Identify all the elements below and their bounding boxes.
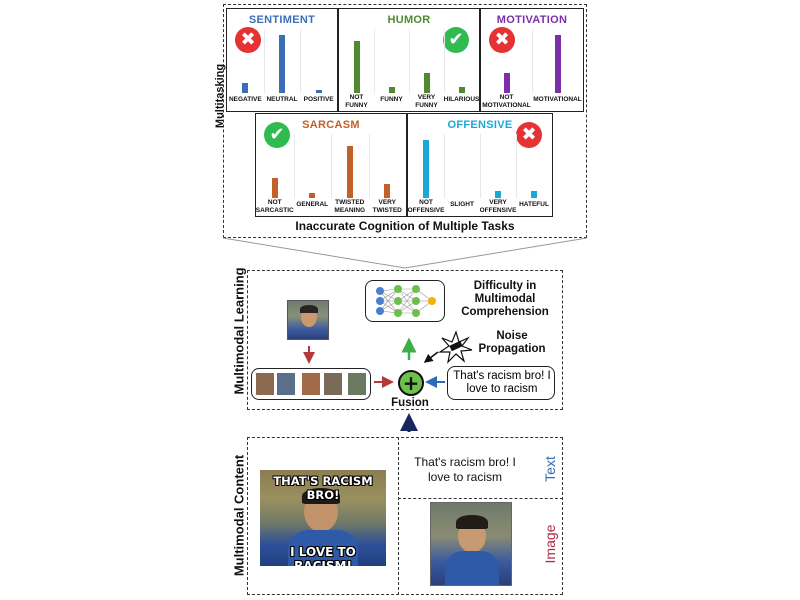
panel-title: MOTIVATION [496,14,568,26]
chart-bar [384,183,391,198]
chart-bar [309,193,316,198]
fusion-label: Fusion [391,397,429,409]
content-label: Multimodal Content [231,454,247,577]
category-label: SLIGHT [450,201,474,208]
chart-bar [423,72,430,93]
noise-icon [438,330,473,364]
category-label: GENERAL [296,201,329,208]
image-patch [256,373,274,395]
noise-text: Noise Propagation [478,330,546,355]
category-label: NOT MOTIVATIONAL [482,94,531,109]
category-label: NOT OFFENSIVE [407,199,445,214]
panel-gridline [374,29,375,93]
panel-gridline [409,29,410,93]
category-label: FUNNY [380,96,403,103]
content-image [430,502,512,586]
chart-bar [353,40,360,93]
image-patch [277,373,295,395]
chart-bar [531,191,537,198]
neural-network-icon [376,285,436,317]
chart-bar [458,87,465,93]
panel-gridline [444,29,445,93]
image-patch [324,373,342,395]
panel-gridline [480,134,481,198]
chart-bar [503,72,510,93]
category-label: TWISTED MEANING [334,199,366,214]
panel-title: HUMOR [387,14,431,26]
learning-text-box: That's racism bro! I love to racism [447,366,555,400]
category-label: NOT FUNNY [345,94,368,109]
image-patch [348,373,366,395]
image-modality-tag: Image [542,524,558,564]
chart-bar [423,140,429,198]
category-label: MOTIVATIONAL [533,96,582,103]
meme-image: THAT'S RACISM BRO! I LOVE TO RACISM! [260,470,386,566]
category-label: VERY FUNNY [415,94,438,109]
sentiment-panel: SENTIMENT ✖ NEGATIVE NEUTRAL POSITIVE [226,8,338,112]
chart-bar [495,191,501,198]
image-patches-box [251,368,371,400]
panel-title: SARCASM [302,119,360,131]
chart-bar [554,35,561,93]
category-label: VERY TWISTED [372,199,402,214]
category-label: HILARIOUS [443,96,480,103]
learning-image-thumbnail [287,300,329,340]
panel-title: SENTIMENT [248,14,316,26]
offensive-panel: OFFENSIVE ✖ NOT OFFENSIVE SLIGHT VERY OFFENSIV… [407,113,553,217]
difficulty-text: Difficulty in Multimodal Comprehension [461,280,549,318]
content-section [247,437,563,595]
panel-title: OFFENSIVE [447,119,513,131]
panel-gridline [293,134,295,198]
learning-text-value: That's racism bro! I love to racism [453,370,551,395]
multitasking-section [223,4,587,238]
content-divider-horizontal [398,498,563,499]
check-icon: ✔ [443,27,469,53]
category-label: HATEFUL [519,201,549,208]
fusion-icon: + [398,370,424,396]
chart-bar [242,82,249,93]
learning-section [247,270,563,410]
category-label: POSITIVE [303,96,334,103]
cross-icon: ✖ [489,27,515,53]
category-label: VERY OFFENSIVE [479,199,517,214]
chart-bar [315,89,322,93]
meme-bottom-text: I LOVE TO RACISM! [290,545,356,566]
panel-gridline [532,29,533,93]
category-label: NEGATIVE [228,96,262,103]
image-patch [302,373,320,395]
chart-bar [388,87,395,93]
text-modality-tag: Text [542,456,558,482]
cross-icon: ✖ [516,122,542,148]
panel-gridline [300,29,302,93]
panel-gridline [516,134,517,198]
sarcasm-panel: SARCASM ✔ NOT SARCASTIC GENERAL TWISTED MEANIN… [255,113,407,217]
humor-panel: HUMOR ✔ NOT FUNNY FUNNY VERY FUNNY HILARIOUS [338,8,480,112]
multitasking-caption: Inaccurate Cognition of Multiple Tasks [295,219,515,233]
check-icon: ✔ [264,122,290,148]
meme-top-text: THAT'S RACISM BRO! [273,474,373,502]
chart-bar [271,177,278,198]
panel-gridline [263,29,265,93]
cross-icon: ✖ [235,27,261,53]
chart-bar [279,35,285,93]
content-divider-vertical [398,437,399,595]
chart-bar [346,145,353,198]
neural-network-box [365,280,445,322]
panel-gridline [331,134,332,198]
panel-gridline [444,134,445,198]
motivation-panel: MOTIVATION ✖ NOT MOTIVATIONAL MOTIVATIONAL [480,8,584,112]
category-label: NEUTRAL [266,96,298,103]
content-text-value: That's racism bro! I love to racism [414,455,516,484]
category-label: NOT SARCASTIC [255,199,294,214]
panel-gridline [368,134,370,198]
